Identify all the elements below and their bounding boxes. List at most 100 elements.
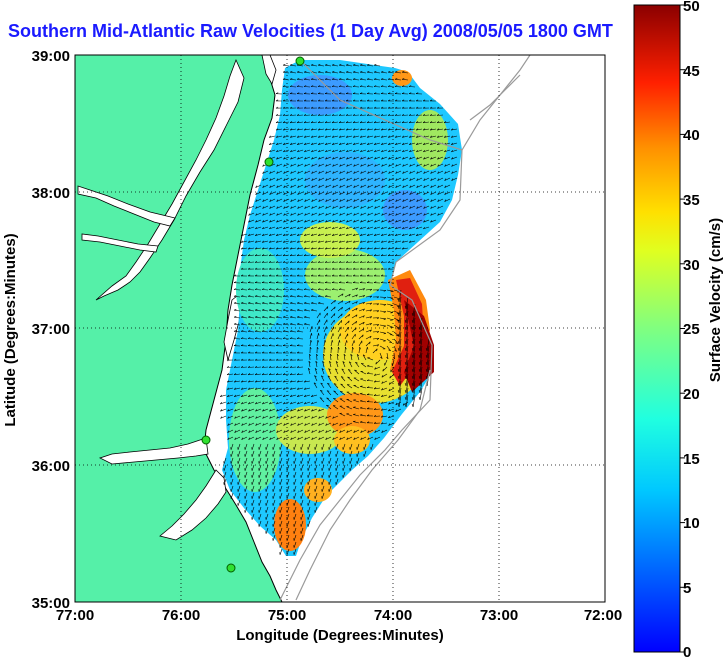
velocity-vector — [379, 345, 386, 350]
velocity-vector-head — [261, 394, 265, 397]
velocity-vector-head — [324, 233, 328, 236]
velocity-vector-head — [311, 220, 314, 223]
velocity-vector — [408, 86, 416, 88]
velocity-vector-head — [394, 128, 398, 131]
velocity-vector-head — [360, 149, 363, 153]
velocity-vector — [423, 226, 430, 230]
velocity-vector-head — [373, 401, 377, 403]
velocity-vector — [386, 289, 393, 292]
velocity-vector — [331, 79, 339, 81]
velocity-vector — [423, 128, 430, 131]
velocity-vectors — [219, 64, 458, 555]
velocity-vector — [373, 79, 381, 81]
velocity-vector — [405, 310, 409, 323]
velocity-vector-head — [283, 149, 286, 153]
velocity-vector-head — [324, 92, 328, 94]
velocity-vector — [230, 464, 234, 471]
velocity-vector — [360, 240, 367, 243]
velocity-vector-head — [366, 240, 370, 243]
velocity-vector — [318, 415, 325, 419]
velocity-vector — [373, 86, 381, 88]
velocity-vector-head — [247, 240, 251, 243]
velocity-vector — [422, 114, 430, 116]
velocity-vector-head — [296, 323, 300, 325]
velocity-vector-head — [283, 423, 286, 426]
velocity-vector-head — [247, 337, 251, 339]
velocity-vector-head — [346, 149, 349, 153]
velocity-vector — [353, 212, 360, 216]
velocity-vector-head — [248, 206, 251, 209]
velocity-vector — [311, 219, 318, 223]
velocity-vector — [360, 371, 367, 375]
velocity-vector — [303, 79, 311, 81]
velocity-vector-head — [404, 368, 407, 372]
velocity-vector — [230, 450, 234, 457]
velocity-vector — [381, 226, 388, 230]
plot-frame — [74, 54, 606, 603]
velocity-vector-head — [373, 394, 377, 396]
velocity-vector — [317, 289, 325, 291]
velocity-vector — [430, 219, 437, 223]
velocity-vector-head — [324, 295, 328, 297]
velocity-vector — [275, 289, 283, 291]
velocity-vector — [272, 534, 276, 541]
velocity-vector — [283, 64, 290, 67]
velocity-vector — [262, 191, 269, 195]
velocity-vector-head — [346, 185, 349, 188]
velocity-vector-head — [401, 240, 405, 243]
velocity-vector-head — [359, 254, 363, 257]
velocity-vector — [230, 485, 234, 492]
velocity-vector — [395, 163, 402, 167]
velocity-vector — [398, 373, 402, 386]
velocity-vector — [423, 156, 430, 160]
velocity-vector — [276, 373, 283, 376]
velocity-vector — [286, 520, 290, 527]
velocity-vector — [346, 198, 353, 202]
velocity-vector-head — [359, 260, 363, 263]
velocity-vector-head — [275, 365, 279, 368]
velocity-vector-head — [268, 135, 272, 138]
velocity-vector-head — [340, 383, 343, 385]
velocity-vector — [276, 401, 283, 405]
velocity-vector — [325, 240, 332, 243]
velocity-vector-head — [429, 99, 433, 102]
velocity-vector — [326, 404, 332, 410]
velocity-vector-head — [345, 64, 349, 66]
velocity-vector-head — [262, 416, 265, 419]
velocity-vector-head — [296, 135, 300, 138]
velocity-vector — [293, 548, 297, 555]
velocity-vector — [388, 212, 395, 216]
velocity-vector-head — [248, 213, 251, 216]
velocity-vector — [360, 71, 367, 74]
velocity-vector — [318, 302, 325, 305]
velocity-vector-head — [331, 85, 335, 87]
velocity-vector — [269, 247, 276, 250]
velocity-vector-head — [269, 192, 272, 195]
velocity-vector-head — [359, 414, 363, 416]
velocity-vector — [412, 380, 416, 393]
velocity-vector-head — [331, 254, 335, 257]
map-grid — [75, 55, 605, 602]
velocity-vector — [304, 429, 311, 433]
velocity-vector-head — [289, 380, 293, 383]
velocity-vector-head — [316, 353, 319, 357]
velocity-vector-head — [283, 416, 286, 419]
velocity-vector — [286, 485, 290, 492]
velocity-vector-head — [311, 416, 314, 419]
velocity-vector — [430, 142, 437, 145]
velocity-vector-head — [360, 171, 363, 174]
velocity-vector-head — [360, 178, 363, 181]
velocity-vector — [293, 471, 297, 478]
velocity-vector — [388, 247, 395, 250]
velocity-vector-head — [418, 382, 421, 386]
velocity-vector — [344, 340, 347, 347]
velocity-vector-head — [321, 368, 324, 371]
velocity-vector-head — [296, 106, 300, 109]
velocity-vector — [234, 380, 241, 383]
velocity-vector — [244, 450, 248, 457]
velocity-vector — [272, 492, 276, 499]
velocity-vector — [416, 121, 423, 124]
velocity-vector-head — [346, 226, 349, 230]
velocity-vector-head — [362, 295, 366, 298]
velocity-vector-head — [387, 106, 391, 109]
